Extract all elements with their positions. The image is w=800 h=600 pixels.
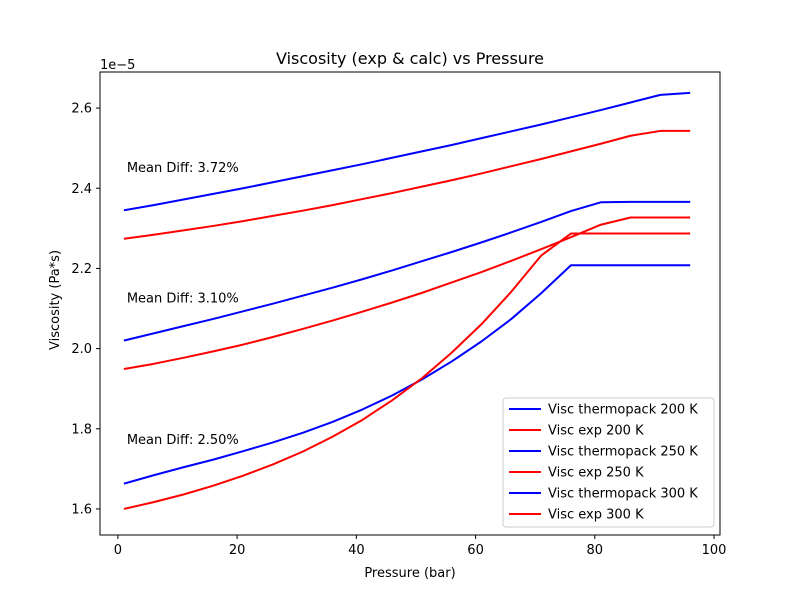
y-tick-label-2.2: 2.2 [71, 262, 92, 277]
x-tick-label-40: 40 [348, 543, 365, 558]
legend-label-3: Visc thermopack 250 K [548, 445, 698, 460]
annotation-mean-diff-3: Mean Diff: 2.50% [127, 433, 239, 448]
x-tick-label-100: 100 [702, 543, 727, 558]
y-tick-label-2.0: 2.0 [71, 342, 92, 357]
plot-area: Mean Diff: 3.72% Mean Diff: 3.10% Mean Dif… [71, 71, 727, 558]
y-tick-label-2.4: 2.4 [71, 182, 92, 197]
x-axis-label: Pressure (bar) [364, 566, 455, 581]
annotation-mean-diff-1: Mean Diff: 3.72% [127, 161, 239, 176]
x-tick-label-60: 60 [467, 543, 484, 558]
series-line-1 [123, 91, 691, 212]
series-line-3 [123, 200, 691, 342]
series-line-6 [123, 232, 691, 510]
annotation-mean-diff-2: Mean Diff: 3.10% [127, 292, 239, 307]
x-tick-label-80: 80 [587, 543, 604, 558]
series-line-2 [123, 129, 691, 240]
y-tick-label-1.8: 1.8 [71, 422, 92, 437]
series-line-5 [123, 264, 691, 485]
y-tick-label-1.6: 1.6 [71, 502, 92, 517]
legend-label-4: Visc exp 250 K [548, 466, 644, 481]
legend-label-6: Visc exp 300 K [548, 508, 644, 523]
x-tick-label-20: 20 [229, 543, 246, 558]
chart-title: Viscosity (exp & calc) vs Pressure [276, 49, 544, 68]
legend-label-1: Visc thermopack 200 K [548, 403, 698, 418]
series-line-4 [123, 216, 691, 371]
legend-label-5: Visc thermopack 300 K [548, 487, 698, 502]
x-tick-label-0: 0 [114, 543, 122, 558]
y-tick-label-2.6: 2.6 [71, 102, 92, 117]
y-offset-label: 1e−5 [100, 58, 135, 73]
y-axis-label: Viscosity (Pa*s) [48, 250, 63, 350]
legend-box [502, 397, 715, 528]
legend: Visc thermopack 200 K Visc exp 200 K Visc … [502, 397, 715, 528]
axes-frame [99, 71, 721, 536]
legend-label-2: Visc exp 200 K [548, 424, 644, 439]
